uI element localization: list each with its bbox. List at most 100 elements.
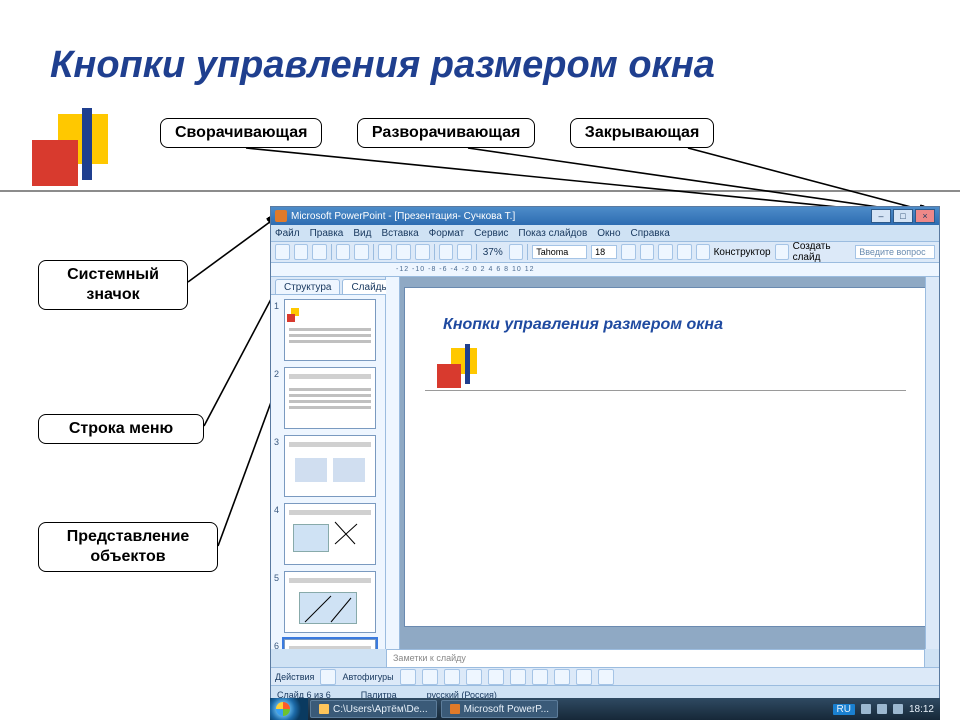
thumbnail-row[interactable]: 2: [274, 367, 382, 429]
drawbar-actions[interactable]: Действия: [275, 672, 314, 682]
language-indicator[interactable]: RU: [833, 704, 855, 715]
menu-window[interactable]: Окно: [597, 228, 620, 239]
tb-underline-icon[interactable]: [658, 244, 673, 260]
linecolor-icon[interactable]: [576, 669, 592, 685]
zoom-value[interactable]: 37%: [481, 247, 505, 258]
volume-icon[interactable]: [893, 704, 903, 714]
slide-thumbnail[interactable]: [284, 367, 376, 429]
clipart-icon[interactable]: [532, 669, 548, 685]
tb-preview-icon[interactable]: [354, 244, 369, 260]
horizontal-rule: [0, 190, 960, 192]
slide-thumbnail[interactable]: [284, 639, 376, 649]
slide-thumbnail[interactable]: [284, 299, 376, 361]
thumb-number: 6: [274, 639, 284, 649]
thumbnail-row[interactable]: 5: [274, 571, 382, 633]
font-name-field[interactable]: Tahoma: [532, 245, 587, 259]
tb-shadow-icon[interactable]: [677, 244, 692, 260]
taskbar-item[interactable]: C:\Users\Артём\De...: [310, 700, 437, 718]
tray-icon[interactable]: [877, 704, 887, 714]
canvas-decor-blue: [465, 344, 470, 384]
callout-objects-view: Представление объектов: [38, 522, 218, 572]
minimize-button[interactable]: –: [871, 209, 891, 223]
close-button[interactable]: ×: [915, 209, 935, 223]
callout-system-icon: Системный значок: [38, 260, 188, 310]
textbox-icon[interactable]: [488, 669, 504, 685]
help-search-field[interactable]: Введите вопрос: [855, 245, 935, 259]
tb-cut-icon[interactable]: [378, 244, 393, 260]
workspace: Структура Слайды 1 2: [271, 277, 939, 649]
notes-pane[interactable]: Заметки к слайду: [386, 649, 925, 669]
thumbnail-row[interactable]: 6: [274, 639, 382, 649]
tb-redo-icon[interactable]: [457, 244, 472, 260]
thumb-number: 2: [274, 367, 284, 379]
fontcolor-icon[interactable]: [598, 669, 614, 685]
start-button[interactable]: [270, 698, 308, 720]
outline-tabs: Структура Слайды: [271, 277, 385, 295]
clock[interactable]: 18:12: [909, 704, 934, 715]
tb-italic-icon[interactable]: [640, 244, 655, 260]
menu-file[interactable]: Файл: [275, 228, 300, 239]
window-title: Microsoft PowerPoint - [Презентация- Суч…: [291, 211, 515, 222]
slide-thumbnail[interactable]: [284, 503, 376, 565]
thumbnail-row[interactable]: 4: [274, 503, 382, 565]
designer-icon[interactable]: [696, 244, 710, 260]
select-icon[interactable]: [320, 669, 336, 685]
tb-sep: [331, 244, 332, 260]
wordart-icon[interactable]: [510, 669, 526, 685]
tab-structure[interactable]: Структура: [275, 279, 340, 294]
oval-icon[interactable]: [466, 669, 482, 685]
canvas-slide-title: Кнопки управления размером окна: [443, 316, 723, 334]
thumb-number: 3: [274, 435, 284, 447]
slide-title: Кнопки управления размером окна: [50, 44, 715, 86]
menu-tools[interactable]: Сервис: [474, 228, 508, 239]
tb-print-icon[interactable]: [336, 244, 351, 260]
menu-help[interactable]: Справка: [631, 228, 670, 239]
font-size-field[interactable]: 18: [591, 245, 617, 259]
callout-line1: Представление: [53, 527, 203, 547]
tb-save-icon[interactable]: [312, 244, 327, 260]
menu-view[interactable]: Вид: [353, 228, 371, 239]
zoom-dropdown-icon[interactable]: [509, 244, 524, 260]
thumbnail-row[interactable]: 1: [274, 299, 382, 361]
menu-insert[interactable]: Вставка: [381, 228, 418, 239]
callout-close: Закрывающая: [570, 118, 714, 148]
menu-format[interactable]: Формат: [429, 228, 465, 239]
tb-new-icon[interactable]: [275, 244, 290, 260]
fillcolor-icon[interactable]: [554, 669, 570, 685]
thumb-number: 1: [274, 299, 284, 311]
windows-taskbar: C:\Users\Артём\De... Microsoft PowerP...…: [270, 698, 940, 720]
slide-thumbnail[interactable]: [284, 435, 376, 497]
line-icon[interactable]: [400, 669, 416, 685]
canvas-rule: [425, 390, 906, 391]
callout-menu-bar: Строка меню: [38, 414, 204, 444]
rect-icon[interactable]: [444, 669, 460, 685]
slide-canvas[interactable]: Кнопки управления размером окна: [404, 287, 927, 627]
callout-maximize: Разворачивающая: [357, 118, 535, 148]
system-tray: RU 18:12: [833, 704, 940, 715]
tb-undo-icon[interactable]: [439, 244, 454, 260]
menu-edit[interactable]: Правка: [310, 228, 344, 239]
tb-sep: [527, 244, 528, 260]
tb-sep: [476, 244, 477, 260]
slide-thumbnail[interactable]: [284, 571, 376, 633]
thumb-number: 5: [274, 571, 284, 583]
arrow-icon[interactable]: [422, 669, 438, 685]
newslide-icon[interactable]: [775, 244, 789, 260]
tb-open-icon[interactable]: [294, 244, 309, 260]
app-icon[interactable]: [275, 210, 287, 222]
thumbnail-row[interactable]: 3: [274, 435, 382, 497]
tb-bold-icon[interactable]: [621, 244, 636, 260]
vertical-scrollbar[interactable]: [925, 277, 939, 649]
drawbar-autoshapes[interactable]: Автофигуры: [342, 672, 393, 682]
vertical-ruler: [386, 277, 400, 649]
maximize-button[interactable]: □: [893, 209, 913, 223]
tray-icon[interactable]: [861, 704, 871, 714]
tb-copy-icon[interactable]: [396, 244, 411, 260]
newslide-label[interactable]: Создать слайд: [793, 241, 852, 263]
designer-label[interactable]: Конструктор: [714, 247, 771, 258]
decor-square-red: [32, 140, 78, 186]
taskbar-item[interactable]: Microsoft PowerP...: [441, 700, 558, 718]
tb-paste-icon[interactable]: [415, 244, 430, 260]
menu-slideshow[interactable]: Показ слайдов: [518, 228, 587, 239]
callout-line1: Системный: [53, 265, 173, 285]
